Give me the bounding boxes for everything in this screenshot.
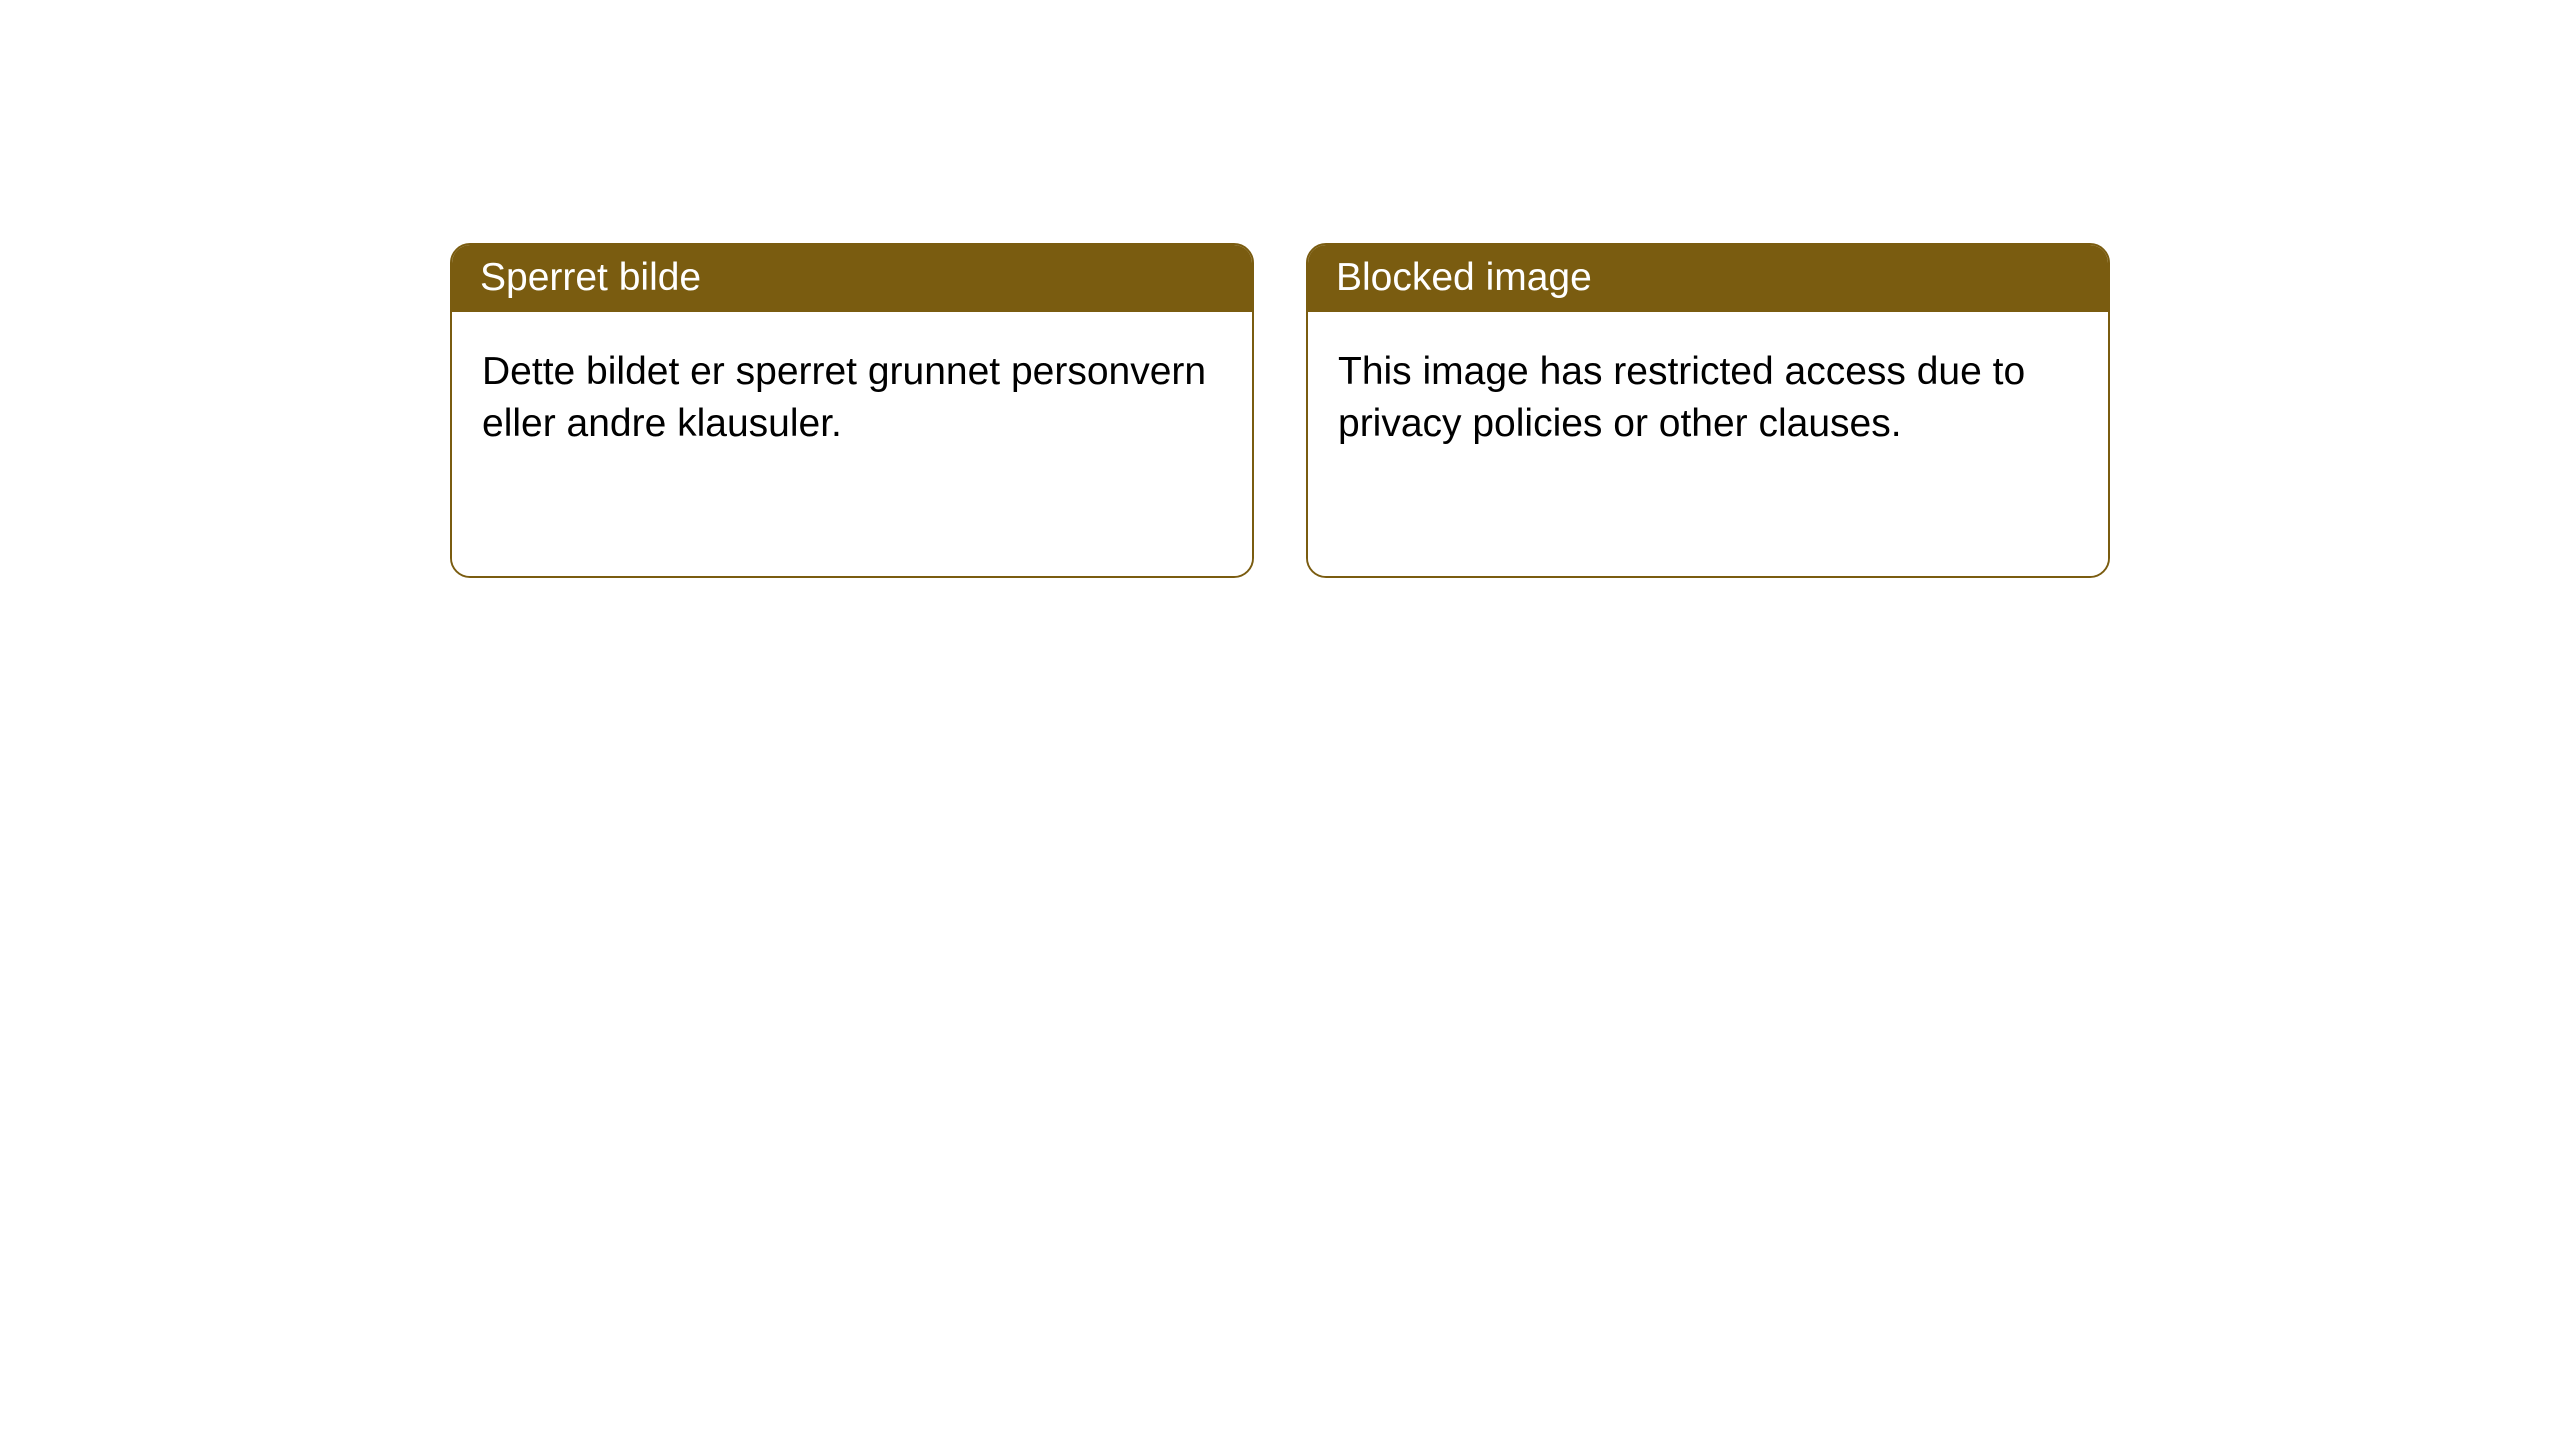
notice-body-text: Dette bildet er sperret grunnet personve… <box>482 350 1206 446</box>
notice-body: Dette bildet er sperret grunnet personve… <box>452 312 1252 576</box>
notice-title: Sperret bilde <box>480 256 701 299</box>
notice-body-text: This image has restricted access due to … <box>1338 350 2025 446</box>
notice-header: Blocked image <box>1308 245 2108 312</box>
notice-card-norwegian: Sperret bilde Dette bildet er sperret gr… <box>450 243 1254 578</box>
notice-title: Blocked image <box>1336 256 1592 299</box>
notice-header: Sperret bilde <box>452 245 1252 312</box>
notice-container: Sperret bilde Dette bildet er sperret gr… <box>0 0 2560 578</box>
notice-card-english: Blocked image This image has restricted … <box>1306 243 2110 578</box>
notice-body: This image has restricted access due to … <box>1308 312 2108 576</box>
